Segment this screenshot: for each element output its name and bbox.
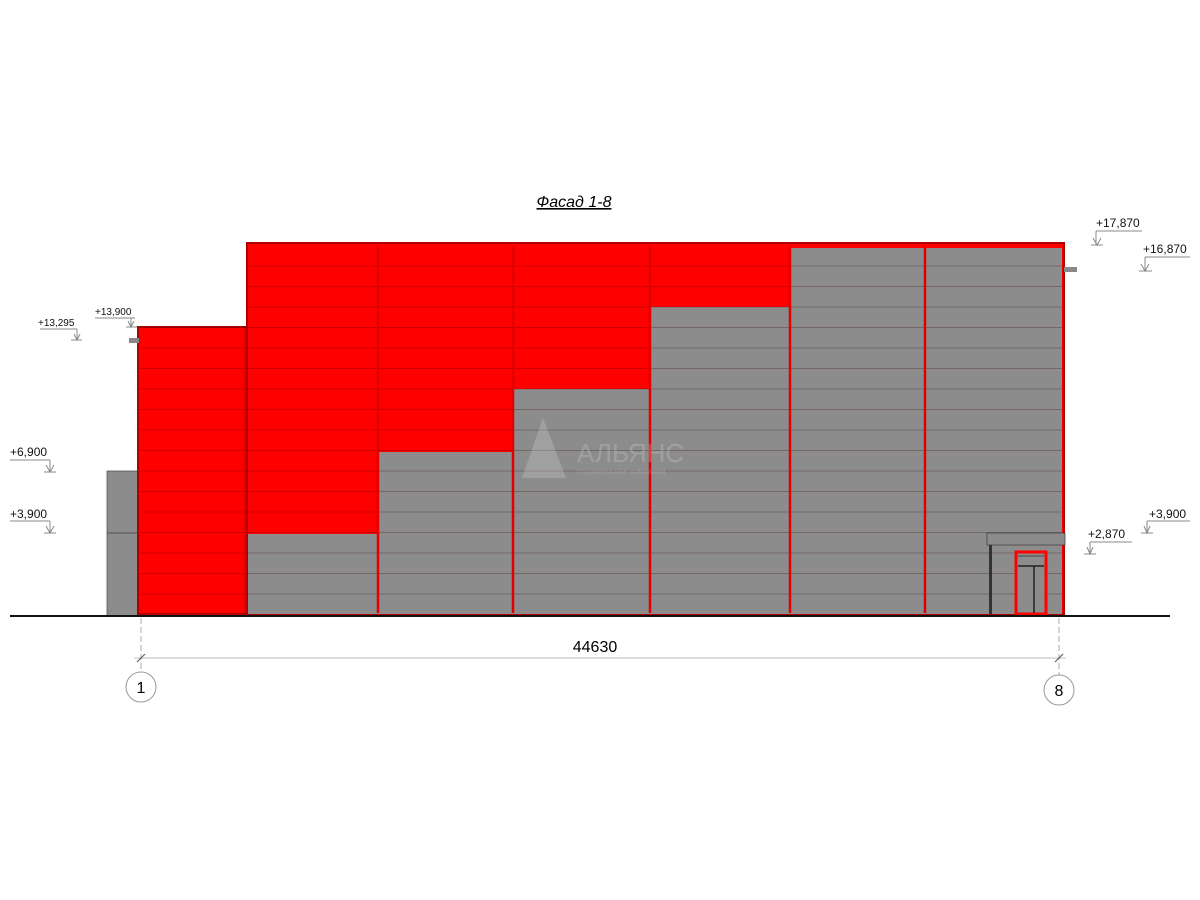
svg-text:АЛЬЯНС: АЛЬЯНС [577,438,684,468]
gray-panels [248,248,1062,614]
level-mark-3900-right: +3,900 [1141,507,1190,535]
dimension-value: 44630 [573,639,618,656]
level-mark-2870: +2,870 [1084,527,1132,556]
dimension-tick [136,653,146,663]
svg-text:+17,870: +17,870 [1096,216,1140,230]
gray-panel-zone [513,389,650,614]
low-block-wall [137,326,249,615]
svg-text:+3,900: +3,900 [1149,507,1186,521]
svg-text:+2,870: +2,870 [1088,527,1125,541]
entrance-door[interactable] [1014,550,1048,616]
axis-marker-1 [125,671,157,703]
gray-panel-zone [378,452,513,614]
svg-text:+13,295: +13,295 [38,318,75,329]
svg-text:строительная компания: строительная компания [577,467,666,476]
gray-panel-zone [248,534,378,614]
panel-lines [140,265,1062,595]
gray-panel-zone [790,248,925,614]
level-mark-17870: +17,870 [1091,216,1142,247]
axis-label-1: 1 [137,680,146,697]
axis-label-8: 8 [1055,683,1064,700]
entrance-canopy [986,532,1066,614]
level-mark-6900: +6,900 [10,445,56,474]
drawing-title: Фасад 1-8 [537,194,612,211]
level-mark-13295: +13,295 [38,318,82,342]
column-dividers [243,246,927,613]
svg-text:+6,900: +6,900 [10,445,47,459]
level-mark-16870: +16,870 [1139,242,1190,273]
svg-text:+13,900: +13,900 [95,307,132,318]
dimension-tick [1054,653,1064,663]
axis-marker-8 [1043,674,1075,706]
left-annex [106,470,140,617]
svg-text:+16,870: +16,870 [1143,242,1187,256]
high-block-drain [1064,267,1077,272]
level-mark-13900: +13,900 [95,307,137,329]
svg-text:+3,900: +3,900 [10,507,47,521]
watermark-logo: АЛЬЯНС строительная компания [522,418,684,478]
gray-panel-zone [650,307,790,614]
low-block-drain [129,338,139,343]
level-mark-3900-left: +3,900 [10,507,56,535]
